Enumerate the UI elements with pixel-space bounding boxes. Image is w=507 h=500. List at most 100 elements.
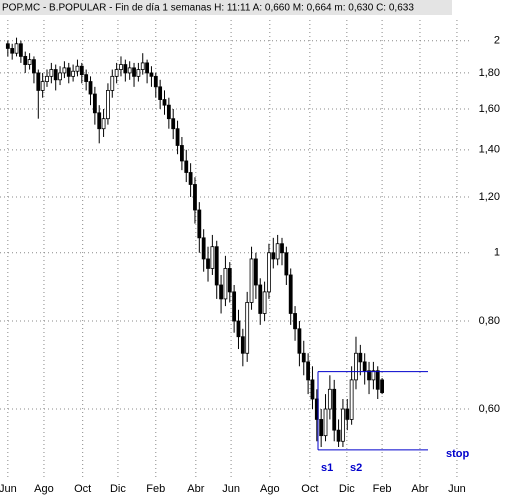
candle-body xyxy=(227,268,232,293)
candle-body xyxy=(153,75,158,88)
candle-body xyxy=(106,90,110,120)
candle-body xyxy=(14,43,19,54)
candle-body xyxy=(40,81,45,91)
candle-body xyxy=(180,145,184,162)
candle-body xyxy=(375,370,380,390)
candle-body xyxy=(210,246,215,269)
candle-body xyxy=(240,336,245,354)
candle-body xyxy=(36,72,41,91)
chart-title: POP.MC - B.POPULAR - Fin de día 1 semana… xyxy=(2,3,414,14)
candle-body xyxy=(193,184,197,211)
candle-body xyxy=(58,72,62,81)
candle-body xyxy=(197,209,202,239)
candle-body xyxy=(110,75,115,91)
candle-body xyxy=(297,328,302,354)
candle-body xyxy=(362,361,367,372)
candle-body xyxy=(114,69,119,77)
annotation: s1 xyxy=(321,462,333,474)
candle-body xyxy=(271,252,276,260)
candle-body xyxy=(323,408,328,437)
candle-body xyxy=(245,302,250,354)
candle-body xyxy=(232,291,237,322)
candle-body xyxy=(140,62,145,70)
candle-body xyxy=(345,408,350,420)
x-tick-label: Dic xyxy=(339,483,355,495)
candle-body xyxy=(319,419,324,437)
candle-body xyxy=(223,268,228,300)
candle-body xyxy=(332,388,337,431)
y-tick-label: 0,60 xyxy=(479,403,500,415)
candle-body xyxy=(201,237,206,260)
candle-body xyxy=(341,408,345,442)
candle-body xyxy=(62,67,67,74)
candle-body xyxy=(149,72,154,77)
candle-body xyxy=(267,252,271,293)
x-tick-label: Jun xyxy=(222,483,240,495)
x-tick-label: Jun xyxy=(448,483,466,495)
candle-body xyxy=(27,59,32,65)
candle-body xyxy=(79,65,84,76)
candle-body xyxy=(293,313,297,330)
candle-body xyxy=(262,291,267,314)
x-tick-label: Feb xyxy=(373,483,392,495)
candle-body xyxy=(5,43,10,49)
y-tick-label: 1,40 xyxy=(479,144,500,156)
candle-body xyxy=(75,65,80,72)
y-tick-label: 1,80 xyxy=(479,67,500,79)
candle-body xyxy=(306,361,311,381)
candle-body xyxy=(171,118,176,130)
y-tick-label: 1,60 xyxy=(479,103,500,115)
x-tick-label: Feb xyxy=(146,483,165,495)
candle-body xyxy=(280,243,284,254)
y-tick-label: 0,80 xyxy=(479,315,500,327)
y-tick-label: 2 xyxy=(494,35,500,47)
x-tick-label: Oct xyxy=(74,483,91,495)
candle-body xyxy=(184,160,189,173)
candle-body xyxy=(327,388,332,410)
candle-body xyxy=(119,64,123,70)
candle-body xyxy=(162,99,167,106)
header-bar xyxy=(0,0,452,15)
candle-body xyxy=(214,246,219,286)
candle-body xyxy=(301,352,306,363)
x-tick-label: Abr xyxy=(411,483,428,495)
candle-body xyxy=(188,172,193,185)
y-tick-label: 1 xyxy=(494,247,500,259)
candle-body xyxy=(175,128,180,146)
candle-body xyxy=(253,258,258,286)
candle-body xyxy=(66,67,71,77)
candle-body xyxy=(145,62,149,74)
candle-body xyxy=(284,252,289,276)
candle-body xyxy=(84,74,89,82)
candle-body xyxy=(49,69,54,77)
candle-body xyxy=(97,112,102,130)
candle-body xyxy=(349,379,354,420)
candle-body xyxy=(219,284,223,300)
y-tick-label: 1,20 xyxy=(479,191,500,203)
candle-body xyxy=(123,64,128,74)
candle-body xyxy=(371,370,376,381)
candle-body xyxy=(249,258,254,303)
x-tick-label: Ago xyxy=(34,483,54,495)
candle-body xyxy=(127,67,132,74)
candle-body xyxy=(71,70,76,77)
candle-body xyxy=(88,81,93,95)
candle-body xyxy=(53,69,58,81)
x-tick-label: Ago xyxy=(260,483,280,495)
candle-body xyxy=(92,93,97,114)
candle-body xyxy=(258,284,263,314)
candle-body xyxy=(101,118,106,130)
candle-body xyxy=(166,104,171,120)
candle-body xyxy=(380,379,384,394)
candle-body xyxy=(354,352,358,381)
candle-body xyxy=(288,274,293,314)
candle-body xyxy=(275,243,280,260)
candle-body xyxy=(32,59,36,74)
x-tick-label: Jun xyxy=(0,483,17,495)
candle-body xyxy=(310,379,315,400)
candle-body xyxy=(358,352,363,363)
candle-body xyxy=(136,69,141,77)
annotation: s2 xyxy=(350,462,362,474)
x-tick-label: Abr xyxy=(187,483,204,495)
